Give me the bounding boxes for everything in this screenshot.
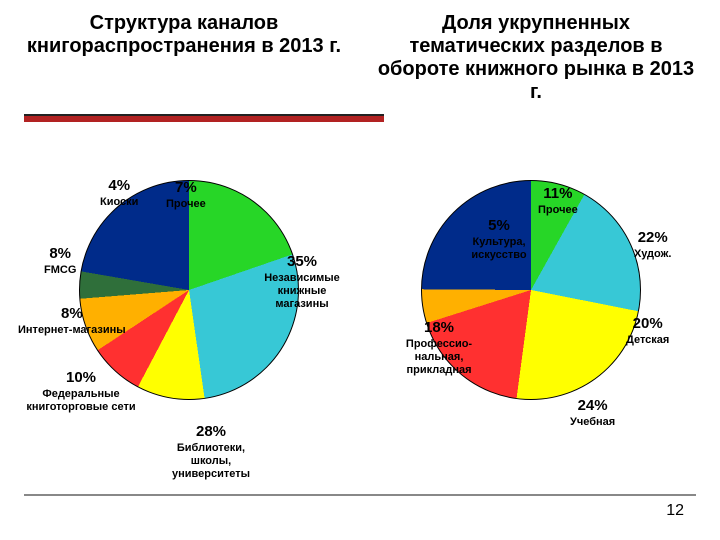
slice-pct: 22% <box>634 230 671 247</box>
left-slice-label: 10%Федеральные книготорговые сети <box>26 370 136 413</box>
left-slice-label: 4%Киоски <box>100 178 138 208</box>
page-number: 12 <box>666 502 684 520</box>
right-chart-title: Доля укрупненных тематических разделов в… <box>376 12 696 104</box>
slice-pct: 28% <box>156 424 266 441</box>
right-pie-chart: 22%Худож. 20%Детская 24%Учебная 18%Професси… <box>366 150 696 470</box>
left-slice-label: 35%Независимые книжные магазины <box>250 254 354 310</box>
slice-name: Учебная <box>570 416 615 428</box>
slice-name: Киоски <box>100 196 138 208</box>
slice-pct: 11% <box>538 186 578 203</box>
left-chart-title: Структура каналов книгораспространения в… <box>24 12 344 104</box>
footer-divider <box>24 494 696 496</box>
slice-pct: 24% <box>570 398 615 415</box>
charts-row: 35%Независимые книжные магазины28%Библио… <box>24 150 696 470</box>
slice-name: Прочее <box>166 198 206 210</box>
slice-name: Культура, искусство <box>471 236 526 261</box>
slice-pct: 4% <box>100 178 138 195</box>
right-slice-label: 22%Худож. <box>634 230 671 260</box>
right-slice-label: 5%Культура, искусство <box>444 218 554 261</box>
titles-row: Структура каналов книгораспространения в… <box>24 12 696 104</box>
slice-pct: 18% <box>384 320 494 337</box>
right-slice-label: 24%Учебная <box>570 398 615 428</box>
slice-name: Профессио-нальная, прикладная <box>406 338 472 376</box>
slice-name: Детская <box>626 334 669 346</box>
slice-pct: 5% <box>444 218 554 235</box>
right-slice-label: 18%Профессио-нальная, прикладная <box>384 320 494 376</box>
slice-pct: 8% <box>44 246 76 263</box>
slice-name: Библиотеки, школы, университеты <box>172 442 250 480</box>
slice-pct: 35% <box>250 254 354 271</box>
left-slice-label: 28%Библиотеки, школы, университеты <box>156 424 266 480</box>
slice-name: FMCG <box>44 264 76 276</box>
right-slice-label: 20%Детская <box>626 316 669 346</box>
slice-pct: 7% <box>166 180 206 197</box>
slice-pct: 10% <box>26 370 136 387</box>
slice-name: Прочее <box>538 204 578 216</box>
slice-name: Независимые книжные магазины <box>264 272 340 310</box>
right-slice-label: 11%Прочее <box>538 186 578 216</box>
left-slice-label: 8%FMCG <box>44 246 76 276</box>
slice-pct: 20% <box>626 316 669 333</box>
left-slice-label: 8%Интернет-магазины <box>18 306 126 336</box>
left-pie-chart: 35%Независимые книжные магазины28%Библио… <box>24 150 354 470</box>
accent-bar <box>24 114 384 122</box>
slice-name: Федеральные книготорговые сети <box>26 388 135 413</box>
slide: Структура каналов книгораспространения в… <box>0 0 720 540</box>
left-slice-label: 7%Прочее <box>166 180 206 210</box>
slice-pct: 8% <box>18 306 126 323</box>
slice-name: Худож. <box>634 248 671 260</box>
slice-name: Интернет-магазины <box>18 324 126 336</box>
